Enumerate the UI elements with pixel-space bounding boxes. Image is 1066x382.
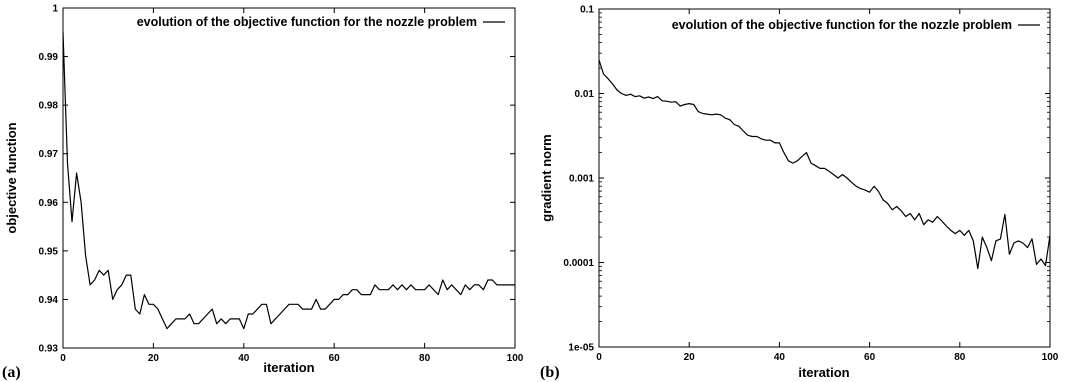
y-tick-label-b: 0.1 xyxy=(580,5,594,16)
y-tick-label-b: 1e-05 xyxy=(568,343,594,354)
y-axis-label-a: objective function xyxy=(4,122,19,233)
y-tick-label-b: 0.01 xyxy=(575,89,595,100)
x-tick-label-b: 40 xyxy=(774,352,786,363)
y-tick-label-a: 1 xyxy=(52,4,58,15)
x-axis-label-a: iteration xyxy=(263,360,314,375)
x-tick-label-a: 100 xyxy=(507,353,524,364)
y-axis-a: 0.93 0.94 0.95 0.96 0.97 0.98 0.99 1 xyxy=(39,4,515,355)
y-axis-b: 1e-05 0.0001 0.001 0.01 0.1 xyxy=(563,5,1050,354)
legend-label-b: evolution of the objective function for … xyxy=(672,18,1012,32)
y-tick-label-b: 0.0001 xyxy=(563,258,594,269)
plot-frame-a xyxy=(62,7,516,349)
x-tick-label-b: 0 xyxy=(596,352,602,363)
x-tick-label-a: 0 xyxy=(60,353,66,364)
chart-objective-function: 0 20 40 60 80 100 0.930.940.950.960.970.980.9… xyxy=(2,4,524,382)
series-line-a-0 xyxy=(62,32,515,330)
y-tick-label-b: 0.001 xyxy=(569,174,594,185)
x-tick-label-b: 80 xyxy=(954,352,966,363)
x-tick-label-a: 60 xyxy=(329,353,341,364)
y-tick-label-a: 0.98 xyxy=(39,101,59,112)
y-axis-label-b: gradient norm xyxy=(539,134,554,221)
x-axis-a: 0 20 40 60 80 100 xyxy=(60,8,524,364)
y-tick-label-a: 0.97 xyxy=(39,149,59,160)
x-tick-label-a: 80 xyxy=(419,353,431,364)
x-tick-label-b: 100 xyxy=(1042,352,1059,363)
x-axis-label-b: iteration xyxy=(798,365,849,380)
x-tick-label-b: 20 xyxy=(684,352,696,363)
series-line-b-0 xyxy=(598,59,1051,270)
x-tick-label-a: 20 xyxy=(148,353,160,364)
y-tick-label-a: 0.95 xyxy=(39,246,59,257)
y-tick-label-a: 0.94 xyxy=(39,295,59,306)
legend-label-a: evolution of the objective function for … xyxy=(137,15,477,29)
x-tick-label-a: 40 xyxy=(238,353,250,364)
panel-label-a: (a) xyxy=(2,364,21,381)
x-tick-label-b: 60 xyxy=(864,352,876,363)
y-tick-label-a: 0.93 xyxy=(39,344,59,355)
y-tick-label-a: 0.96 xyxy=(39,198,59,209)
plot-frame-b xyxy=(598,8,1051,348)
y-tick-label-a: 0.99 xyxy=(39,52,59,63)
chart-gradient-norm: 0 20 40 60 80 100 1e-05 0.0001 0.001 0.01 0.1 ite… xyxy=(539,5,1059,382)
panel-label-b: (b) xyxy=(540,364,560,381)
x-axis-b: 0 20 40 60 80 100 xyxy=(596,9,1059,363)
